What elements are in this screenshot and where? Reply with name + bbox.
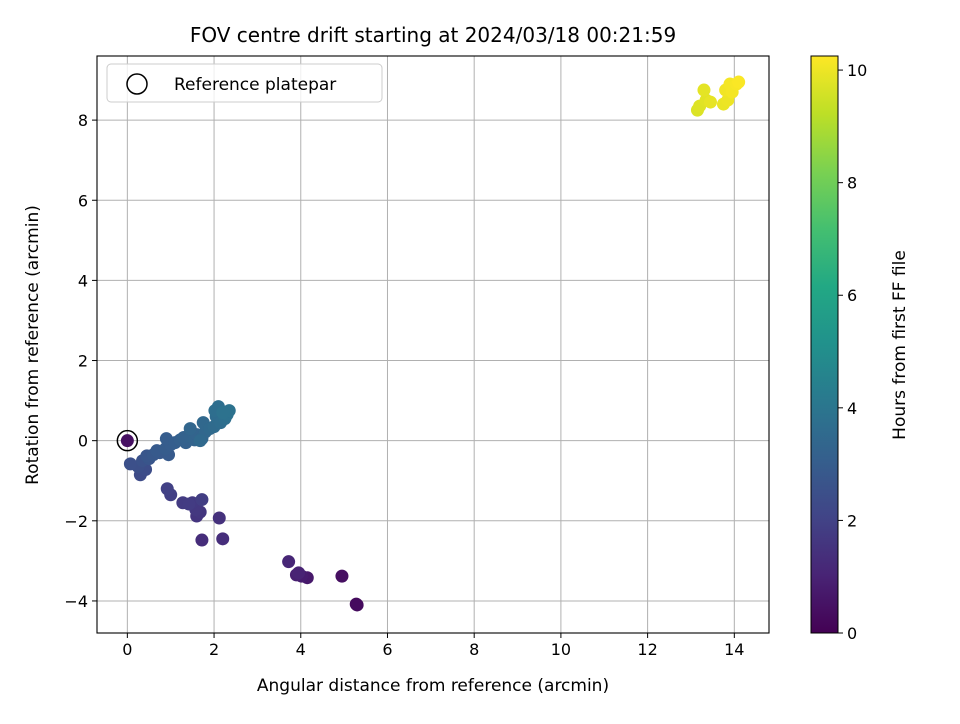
colorbar-tick-label: 8 [847, 174, 857, 193]
colorbar-tick-label: 4 [847, 399, 857, 418]
data-point [335, 569, 349, 583]
colorbar-label: Hours from first FF file [890, 250, 910, 440]
data-point [216, 532, 230, 546]
y-tick-label: 4 [78, 271, 88, 290]
reference-platepar-marker [116, 429, 139, 452]
x-tick-label: 8 [469, 640, 479, 659]
y-tick-label: −2 [64, 512, 88, 531]
y-axis-ticks: −4 −2 0 2 4 6 8 [64, 111, 97, 611]
y-tick-label: −4 [64, 592, 88, 611]
x-tick-label: 4 [296, 640, 306, 659]
data-point [120, 434, 134, 448]
data-point [282, 555, 296, 569]
axes-frame [96, 55, 770, 634]
y-tick-label: 8 [78, 111, 88, 130]
data-points [120, 75, 746, 612]
x-axis-label: Angular distance from reference (arcmin) [257, 676, 609, 696]
colorbar-tick-label: 10 [847, 61, 867, 80]
data-point [160, 482, 174, 496]
data-point [350, 598, 364, 612]
data-point [195, 493, 209, 507]
colorbar-tick-label: 0 [847, 624, 857, 643]
reference-marker-layer [116, 429, 139, 452]
data-point [216, 406, 230, 420]
data-point [703, 95, 717, 109]
colorbar: 0 2 4 6 8 10 Hours from first FF file [810, 55, 910, 643]
grid [97, 56, 769, 633]
legend-reference-marker [126, 73, 148, 95]
y-tick-label: 2 [78, 352, 88, 371]
data-point [182, 497, 196, 511]
x-tick-label: 6 [382, 640, 392, 659]
colorbar-tick-label: 2 [847, 511, 857, 530]
data-point [193, 434, 207, 448]
colorbar-ticks: 0 2 4 6 8 10 [838, 61, 867, 643]
legend-entry-reference: Reference platepar [174, 75, 336, 95]
x-tick-label: 14 [724, 640, 744, 659]
data-point [697, 83, 711, 97]
legend: Reference platepar [106, 63, 383, 103]
x-tick-label: 0 [122, 640, 132, 659]
data-point [212, 511, 226, 525]
y-axis-label: Rotation from reference (arcmin) [23, 205, 43, 485]
colorbar-gradient [811, 56, 838, 633]
data-point [292, 566, 306, 580]
x-tick-label: 12 [637, 640, 657, 659]
data-point [183, 422, 197, 436]
legend-frame [106, 63, 383, 103]
colorbar-tick-label: 6 [847, 286, 857, 305]
x-tick-label: 10 [551, 640, 571, 659]
data-point [195, 533, 209, 547]
colorbar-frame [810, 55, 839, 634]
x-axis-ticks: 0 2 4 6 8 10 12 14 [122, 633, 744, 659]
data-point [732, 75, 746, 89]
y-tick-label: 6 [78, 191, 88, 210]
x-tick-label: 2 [209, 640, 219, 659]
y-tick-label: 0 [78, 432, 88, 451]
chart-title: FOV centre drift starting at 2024/03/18 … [190, 23, 676, 47]
data-point [123, 457, 137, 471]
